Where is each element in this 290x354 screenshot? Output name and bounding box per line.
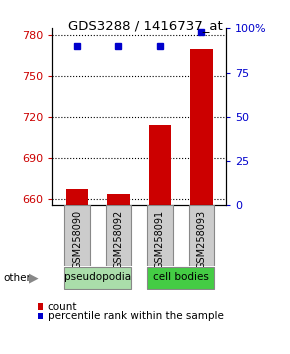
Text: GSM258092: GSM258092 <box>113 210 124 269</box>
Bar <box>147 267 214 289</box>
Bar <box>66 189 88 205</box>
Bar <box>64 267 131 289</box>
Text: percentile rank within the sample: percentile rank within the sample <box>48 311 224 321</box>
Bar <box>189 205 214 266</box>
Text: count: count <box>48 302 77 312</box>
Text: ▶: ▶ <box>28 272 38 284</box>
Text: pseudopodia: pseudopodia <box>64 272 131 282</box>
Text: other: other <box>3 273 31 283</box>
Bar <box>147 205 173 266</box>
Bar <box>106 205 131 266</box>
Bar <box>107 194 130 205</box>
Text: GSM258091: GSM258091 <box>155 210 165 269</box>
Bar <box>148 125 171 205</box>
Text: GSM258090: GSM258090 <box>72 210 82 269</box>
Text: GSM258093: GSM258093 <box>196 210 206 269</box>
Text: GDS3288 / 1416737_at: GDS3288 / 1416737_at <box>68 19 222 33</box>
Bar <box>190 49 213 205</box>
Bar <box>64 205 90 266</box>
Text: cell bodies: cell bodies <box>153 272 209 282</box>
